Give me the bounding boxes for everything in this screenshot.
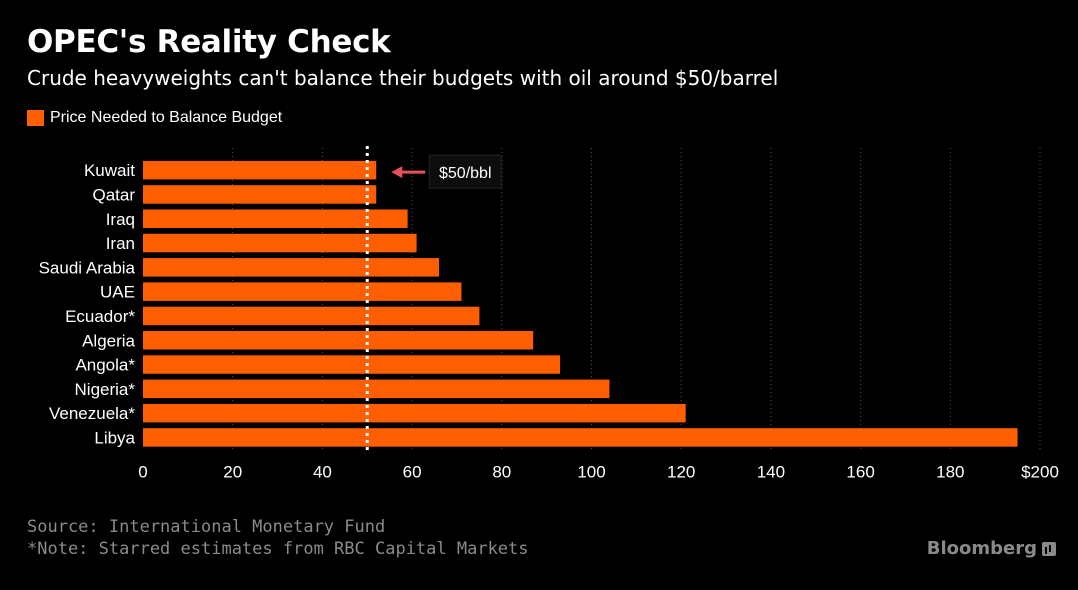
bar xyxy=(143,185,377,204)
bar xyxy=(143,331,534,350)
x-tick-label: 0 xyxy=(138,463,147,482)
legend-label: Price Needed to Balance Budget xyxy=(50,109,283,126)
category-label: UAE xyxy=(100,283,135,302)
bar xyxy=(143,258,440,277)
category-label: Algeria xyxy=(82,331,135,350)
category-label: Libya xyxy=(94,428,135,447)
chart-subtitle: Crude heavyweights can't balance their b… xyxy=(27,66,779,90)
category-label: Iran xyxy=(106,234,135,253)
x-tick-label: 120 xyxy=(667,463,695,482)
bar-chart: Kuwait Qatar Iraq Iran Saudi Arabia UAE Ecuado… xyxy=(39,146,1059,482)
bar xyxy=(143,306,480,326)
annotation-box xyxy=(428,154,502,189)
brand-logo: Bloomberg xyxy=(927,538,1056,559)
x-tick-label: 180 xyxy=(936,463,964,482)
x-tick-label: 140 xyxy=(757,463,785,482)
bar xyxy=(143,403,686,423)
x-tick-label: $200 xyxy=(1021,463,1059,482)
x-tick-label: 40 xyxy=(313,463,332,482)
annotation-label: $50/bbl xyxy=(439,165,492,182)
brand-name: Bloomberg xyxy=(926,538,1037,559)
bar xyxy=(143,233,417,253)
footnote: *Note: Starred estimates from RBC Capita… xyxy=(27,539,529,559)
annotation-arrowhead xyxy=(391,166,403,179)
bar xyxy=(143,428,1018,447)
x-tick-label: 60 xyxy=(403,463,422,482)
category-label: Qatar xyxy=(92,185,135,204)
category-label: Iraq xyxy=(106,210,135,229)
category-label: Nigeria* xyxy=(75,380,136,399)
category-label: Angola* xyxy=(75,356,135,375)
bar xyxy=(143,282,462,301)
x-tick-label: 80 xyxy=(492,463,511,482)
legend: Price Needed to Balance Budget xyxy=(27,109,282,127)
x-tick-label: 160 xyxy=(846,463,874,482)
category-label: Venezuela* xyxy=(49,404,135,423)
chart-title: OPEC's Reality Check xyxy=(27,24,391,60)
bar xyxy=(143,355,561,374)
source-note: Source: International Monetary Fund xyxy=(27,517,386,537)
x-tick-label: 20 xyxy=(223,463,242,482)
category-label: Kuwait xyxy=(84,161,135,180)
bar xyxy=(143,209,408,228)
legend-swatch xyxy=(27,110,44,126)
bar xyxy=(143,379,610,399)
x-tick-label: 100 xyxy=(577,463,605,482)
category-label: Ecuador* xyxy=(65,307,135,326)
bar xyxy=(143,160,377,180)
bloomberg-icon xyxy=(1042,541,1056,556)
category-label: Saudi Arabia xyxy=(39,258,136,277)
